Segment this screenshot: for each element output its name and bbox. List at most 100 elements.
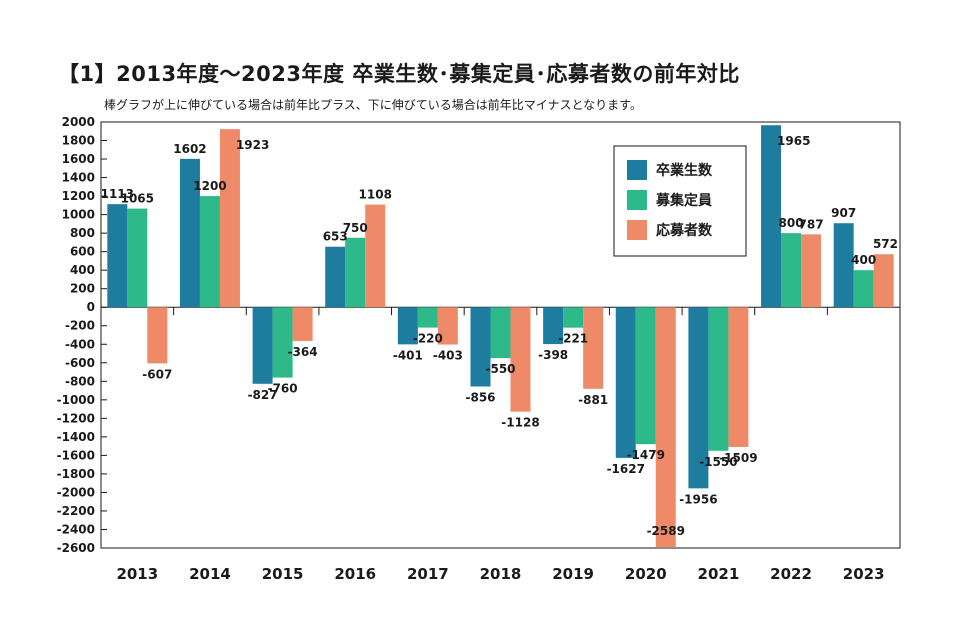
y-tick-label: -200 [65, 319, 95, 333]
y-axis: 2000180016001400120010008006004002000-20… [57, 115, 107, 555]
bars [107, 125, 894, 547]
y-tick-label: -1200 [57, 411, 95, 425]
data-label: -2589 [647, 524, 685, 538]
data-label: 1113 [101, 187, 134, 201]
y-tick-label: -2600 [57, 541, 95, 555]
y-tick-label: -1800 [57, 467, 95, 481]
x-category-label: 2022 [770, 565, 812, 583]
y-tick-label: -1000 [57, 393, 95, 407]
y-tick-label: 1800 [62, 134, 95, 148]
data-label: -827 [248, 388, 278, 402]
y-tick-label: -2200 [57, 504, 95, 518]
data-label: -1956 [679, 492, 717, 506]
bar [199, 196, 220, 308]
data-label: -1128 [501, 416, 539, 430]
x-category-label: 2020 [625, 565, 667, 583]
data-label: 800 [779, 216, 804, 230]
bar [655, 307, 676, 547]
y-tick-label: -600 [65, 356, 95, 370]
bar [543, 307, 564, 345]
bar [873, 254, 894, 308]
data-label: -856 [465, 390, 495, 404]
bar [127, 208, 148, 308]
bar [761, 125, 782, 308]
data-labels: 11131065-607160212001923-827-760-3646537… [101, 134, 898, 538]
chart-subtitle: 棒グラフが上に伸びている場合は前年比プラス、下に伸びている場合は前年比マイナスと… [104, 98, 642, 112]
data-label: 1965 [777, 134, 810, 148]
y-tick-label: 0 [87, 300, 95, 314]
legend-swatch [627, 190, 647, 210]
bar [833, 223, 854, 308]
bar [781, 233, 802, 308]
y-tick-label: 2000 [62, 115, 95, 129]
data-label: -1509 [719, 451, 757, 465]
data-label: -607 [142, 367, 172, 381]
legend-label: 卒業生数 [656, 162, 713, 179]
bar [437, 307, 458, 345]
bar [490, 307, 511, 359]
data-label: -760 [268, 382, 298, 396]
data-label: 750 [343, 221, 368, 235]
y-tick-label: 600 [70, 245, 95, 259]
y-tick-label: -2000 [57, 485, 95, 499]
x-category-label: 2015 [262, 565, 304, 583]
data-label: -398 [538, 348, 568, 362]
y-tick-label: 800 [70, 226, 95, 240]
x-axis-ticks [173, 307, 828, 316]
data-label: -1627 [607, 462, 645, 476]
data-label: 1200 [193, 179, 226, 193]
bar [107, 204, 128, 308]
bar [801, 234, 822, 308]
x-category-label: 2023 [843, 565, 885, 583]
legend-label: 募集定員 [655, 192, 712, 209]
y-tick-label: -2400 [57, 522, 95, 536]
data-label: -220 [413, 332, 443, 346]
y-tick-label: -1600 [57, 448, 95, 462]
y-tick-label: 1600 [62, 152, 95, 166]
bar [688, 307, 709, 489]
data-label: -401 [393, 348, 423, 362]
bar [635, 307, 656, 445]
bar [292, 307, 313, 341]
x-category-label: 2018 [480, 565, 522, 583]
plot-area-frame [100, 121, 901, 549]
legend-swatch [627, 220, 647, 240]
bar [615, 307, 636, 458]
data-label: 400 [851, 253, 876, 267]
x-axis-labels: 2013 2014 2015 2016 2017 2018 2019 2020 2021 2022… [116, 565, 884, 583]
data-label: 572 [873, 237, 898, 251]
y-tick-label: 200 [70, 282, 95, 296]
bar [272, 307, 293, 378]
bar [853, 270, 874, 308]
bar [708, 307, 729, 451]
y-tick-label: 1200 [62, 189, 95, 203]
y-tick-label: 1000 [62, 208, 95, 222]
y-tick-label: 400 [70, 263, 95, 277]
data-label: -221 [558, 332, 588, 346]
y-tick-label: -400 [65, 337, 95, 351]
y-tick-label: 1400 [62, 171, 95, 185]
bar [365, 204, 386, 308]
bar [397, 307, 418, 345]
data-label: 787 [799, 217, 824, 231]
bar [510, 307, 531, 412]
data-label: -881 [578, 393, 608, 407]
legend-label: 応募者数 [656, 222, 713, 239]
bar [583, 307, 604, 389]
bar [219, 129, 240, 308]
data-label: 1065 [121, 192, 154, 206]
data-label: 1602 [173, 142, 206, 156]
x-category-label: 2017 [407, 565, 449, 583]
bar [325, 246, 346, 308]
bar [563, 307, 584, 328]
data-label: 653 [323, 230, 348, 244]
bar [252, 307, 273, 384]
chart-title: 【1】2013年度〜2023年度 卒業生数･募集定員･応募者数の前年対比 [58, 62, 740, 86]
bar [728, 307, 749, 447]
legend-swatch [627, 160, 647, 180]
bar [345, 237, 366, 308]
data-label: -403 [433, 349, 463, 363]
bar [179, 158, 200, 308]
y-tick-label: -1400 [57, 430, 95, 444]
